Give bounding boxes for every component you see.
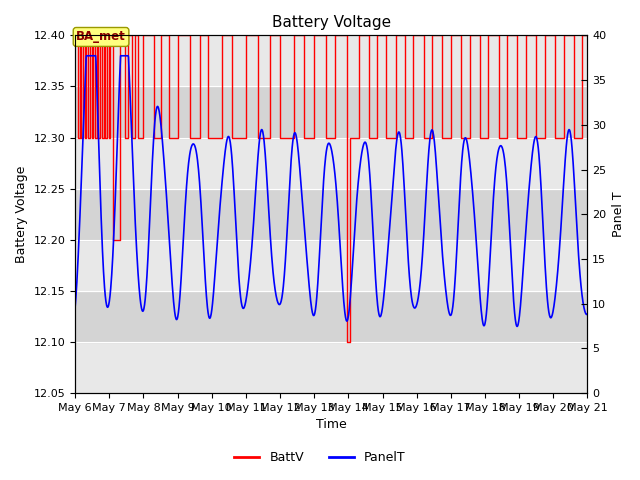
Bar — [75, 36, 588, 86]
Bar — [75, 342, 588, 393]
Y-axis label: Panel T: Panel T — [612, 192, 625, 237]
Text: BA_met: BA_met — [76, 30, 126, 44]
Title: Battery Voltage: Battery Voltage — [272, 15, 391, 30]
X-axis label: Time: Time — [316, 419, 347, 432]
Bar — [75, 240, 588, 291]
Legend: BattV, PanelT: BattV, PanelT — [229, 446, 411, 469]
Y-axis label: Battery Voltage: Battery Voltage — [15, 166, 28, 263]
Bar — [75, 138, 588, 189]
Bar — [75, 291, 588, 342]
Bar — [75, 189, 588, 240]
Bar — [75, 86, 588, 138]
